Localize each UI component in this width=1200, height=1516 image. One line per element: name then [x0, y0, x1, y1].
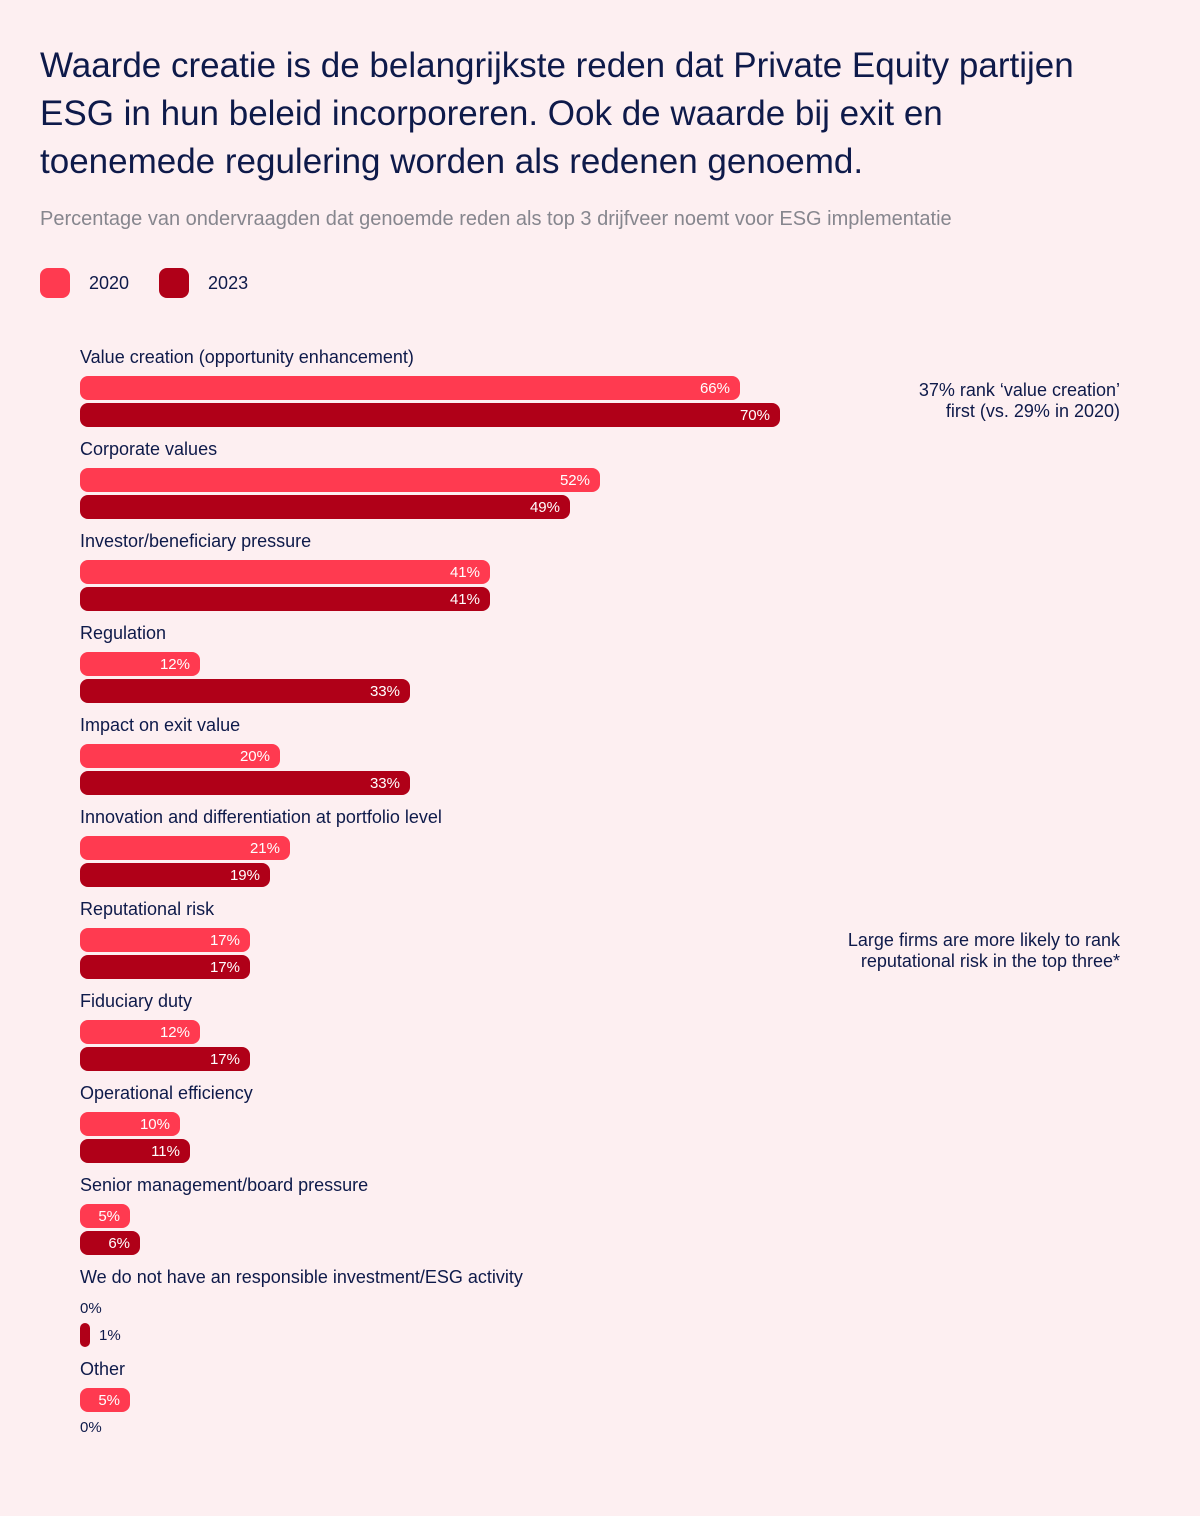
annotation-reputational-risk-line1: Large firms are more likely to rank [847, 930, 1120, 950]
category-label: Fiduciary duty [80, 991, 192, 1011]
data-label-2020: 41% [450, 564, 480, 581]
category-label: Other [80, 1359, 125, 1379]
bar-2023 [80, 863, 270, 887]
category-label: Senior management/board pressure [80, 1175, 368, 1195]
chart-title: Waarde creatie is de belangrijkste reden… [40, 46, 1074, 181]
bar-2020 [80, 1204, 130, 1228]
bar-2020 [80, 836, 290, 860]
bar-2020 [80, 1020, 200, 1044]
legend-label-2020: 2020 [89, 272, 130, 293]
bar-2023 [80, 679, 410, 703]
category-label: We do not have an responsible investment… [80, 1267, 523, 1287]
category-label: Impact on exit value [80, 715, 240, 735]
legend-item-2020: 2020 [40, 268, 129, 298]
data-label-2020: 17% [210, 932, 240, 949]
bar-2023 [80, 403, 780, 427]
data-label-2023: 17% [210, 1051, 240, 1068]
category-label: Operational efficiency [80, 1083, 253, 1103]
data-label-2023: 17% [210, 959, 240, 976]
data-label-2020: 20% [240, 748, 270, 765]
chart-subtitle: Percentage van ondervraagden dat genoemd… [40, 208, 952, 230]
bar-2023 [80, 1047, 250, 1071]
bar-2023 [80, 771, 410, 795]
bar-2020 [80, 468, 600, 492]
data-label-2020: 66% [700, 380, 730, 397]
annotation-reputational-risk: Large firms are more likely to rank repu… [760, 930, 1120, 972]
data-label-2023: 0% [80, 1419, 102, 1436]
bar-2020 [80, 928, 250, 952]
bar-2023 [80, 1139, 190, 1163]
category-label: Value creation (opportunity enhancement) [80, 347, 414, 367]
data-label-2023: 19% [230, 867, 260, 884]
data-label-2020: 0% [80, 1300, 102, 1317]
data-label-2020: 10% [140, 1116, 170, 1133]
bar-2020 [80, 560, 490, 584]
bar-2020 [80, 652, 200, 676]
data-label-2023: 49% [530, 499, 560, 516]
bar-2023 [80, 1231, 140, 1255]
bar-2020 [80, 1388, 130, 1412]
category-label: Corporate values [80, 439, 217, 459]
annotation-value-creation: 37% rank ‘value creation’ first (vs. 29%… [760, 380, 1120, 422]
legend-item-2023: 2023 [159, 268, 248, 298]
legend-swatch-2023 [159, 268, 190, 298]
legend-label-2023: 2023 [208, 272, 249, 293]
annotation-value-creation-line1: 37% rank ‘value creation’ [918, 380, 1120, 400]
bar-2023 [80, 495, 570, 519]
legend-swatch-2020 [40, 268, 70, 298]
data-label-2020: 21% [250, 840, 280, 857]
bar-2023 [80, 1323, 90, 1347]
data-label-2020: 12% [160, 1024, 190, 1041]
data-label-2023: 1% [99, 1327, 121, 1344]
data-label-2023: 33% [370, 683, 400, 700]
data-label-2020: 12% [160, 656, 190, 673]
bar-2020 [80, 744, 280, 768]
bar-2023 [80, 955, 250, 979]
annotation-reputational-risk-line2: reputational risk in the top three* [860, 951, 1120, 971]
data-label-2023: 11% [151, 1143, 180, 1160]
data-label-2020: 5% [98, 1208, 120, 1225]
data-label-2023: 6% [108, 1235, 130, 1252]
category-label: Regulation [80, 623, 166, 643]
category-label: Investor/beneficiary pressure [80, 531, 311, 551]
bar-2023 [80, 587, 490, 611]
data-label-2023: 70% [740, 407, 770, 424]
legend: 2020 2023 [40, 268, 278, 298]
annotation-value-creation-line2: first (vs. 29% in 2020) [945, 401, 1120, 421]
data-label-2023: 41% [450, 591, 480, 608]
category-label: Innovation and differentiation at portfo… [80, 807, 442, 827]
bar-2020 [80, 1112, 180, 1136]
bar-2020 [80, 376, 740, 400]
data-label-2020: 52% [560, 472, 590, 489]
category-label: Reputational risk [80, 899, 215, 919]
data-label-2023: 33% [370, 775, 400, 792]
data-label-2020: 5% [98, 1392, 120, 1409]
